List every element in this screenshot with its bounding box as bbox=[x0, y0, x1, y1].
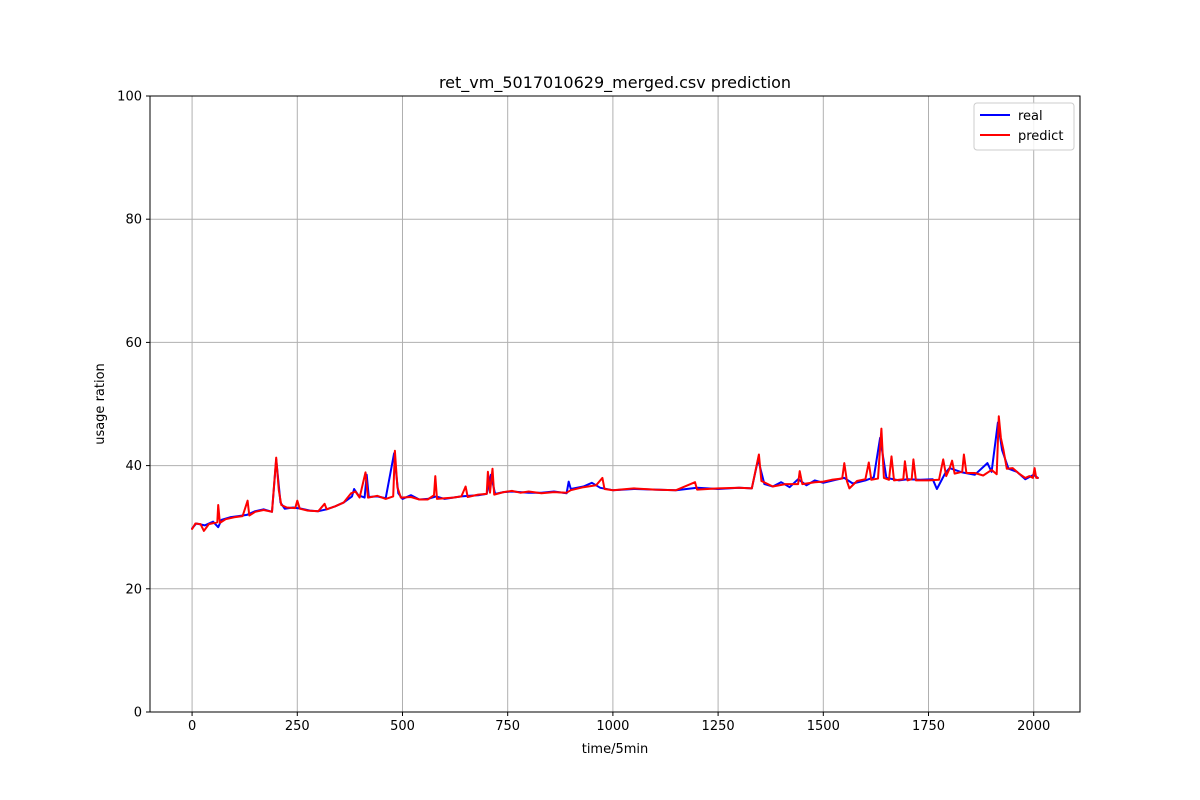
legend-label-real: real bbox=[1018, 109, 1043, 124]
x-axis-ticks: 0 250 500 750 1000 1250 1500 1750 2000 bbox=[188, 712, 1050, 734]
x-tick-label: 1000 bbox=[596, 719, 629, 734]
chart-title: ret_vm_5017010629_merged.csv prediction bbox=[439, 73, 791, 93]
x-tick-label: 2000 bbox=[1017, 719, 1050, 734]
plot-area-frame bbox=[149, 95, 1081, 713]
x-tick-label: 1500 bbox=[807, 719, 840, 734]
series-lines bbox=[191, 415, 1039, 532]
series-line-predict bbox=[191, 415, 1039, 532]
y-tick-label: 100 bbox=[117, 90, 142, 105]
y-tick-label: 60 bbox=[125, 336, 142, 351]
y-tick-label: 40 bbox=[125, 459, 142, 474]
legend: real predict bbox=[973, 102, 1075, 151]
y-tick-label: 0 bbox=[134, 706, 142, 721]
y-tick-label: 20 bbox=[125, 582, 142, 597]
y-axis-ticks: 0 20 40 60 80 100 bbox=[117, 90, 150, 721]
x-tick-label: 1750 bbox=[912, 719, 945, 734]
x-tick-label: 0 bbox=[188, 719, 196, 734]
y-axis-label: usage ration bbox=[93, 363, 108, 445]
x-axis-label: time/5min bbox=[582, 742, 649, 757]
legend-label-predict: predict bbox=[1018, 129, 1063, 144]
y-tick-label: 80 bbox=[125, 213, 142, 228]
x-tick-label: 1250 bbox=[702, 719, 735, 734]
x-tick-label: 250 bbox=[285, 719, 310, 734]
x-tick-label: 750 bbox=[495, 719, 520, 734]
plot-area-background bbox=[150, 96, 1080, 712]
x-tick-label: 500 bbox=[390, 719, 415, 734]
